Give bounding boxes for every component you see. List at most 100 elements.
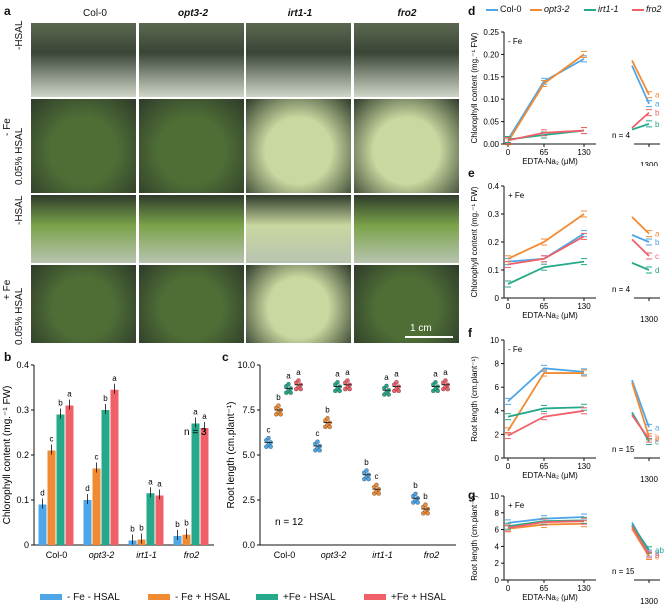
x-axis-title: EDTA-Na₂ (μM) <box>522 593 578 602</box>
significance-letter: b <box>364 458 369 467</box>
significance-letter: d <box>85 484 89 493</box>
bar <box>182 534 191 545</box>
x-tick-label: 1300 <box>640 597 658 606</box>
x-tick-label: irt1-1 <box>372 550 393 560</box>
data-point <box>315 439 320 444</box>
chart-subtitle: + Fe <box>508 191 525 200</box>
significance-letter: a <box>335 370 340 379</box>
significance-letter: ab <box>655 546 664 555</box>
panel-label-f: f <box>468 326 472 340</box>
y-tick-label: 8 <box>495 360 500 369</box>
y-tick-label: 5.0 <box>242 450 255 460</box>
data-point <box>443 378 448 383</box>
legend-item: - Fe - HSAL <box>40 592 120 603</box>
y-tick-label: 10 <box>490 492 499 501</box>
y-tick-label: 0.3 <box>16 405 29 415</box>
significance-letter: a <box>157 480 162 489</box>
significance-letter: c <box>267 425 271 434</box>
significance-letter: b <box>655 120 660 129</box>
significance-letter: c <box>50 435 54 444</box>
data-point <box>278 412 283 417</box>
y-tick-label: 0.05 <box>483 118 499 127</box>
sample-size-note: n = 12 <box>275 517 304 528</box>
chart-f-root-minus-fe: 0 2 4 6 8 10 0 65 130 1300 EDTA-Na₂ (μM) - Fe Root l… <box>470 336 660 484</box>
row-label-1: -HSAL <box>14 20 25 50</box>
significance-letter: a <box>296 368 301 377</box>
x-tick-label: 130 <box>577 462 591 471</box>
data-point <box>425 511 430 516</box>
data-point <box>413 491 418 497</box>
y-tick-label: 0.10 <box>483 95 499 104</box>
chart-subtitle: + Fe <box>508 501 525 510</box>
series-line-right <box>631 216 650 235</box>
data-point <box>396 388 401 394</box>
bar <box>65 405 74 545</box>
x-tick-label: 1300 <box>640 315 658 322</box>
x-tick-label: fro2 <box>184 550 200 560</box>
line-legend-item: irt1-1 <box>584 4 619 14</box>
x-tick-label: 1300 <box>640 161 658 166</box>
sample-size-note: n = 4 <box>612 131 631 140</box>
significance-letter: b <box>184 519 189 528</box>
significance-letter: a <box>384 373 389 382</box>
bar <box>110 389 119 545</box>
series-line <box>507 260 585 285</box>
treatment-legend: - Fe - HSAL - Fe + HSAL +Fe - HSAL +Fe + HS… <box>40 590 470 608</box>
y-tick-label: 10 <box>490 336 499 345</box>
genotype-opt3: opt3-2 <box>178 8 208 19</box>
seedling-photo-r1-c1 <box>138 99 244 193</box>
sample-size-note: n = 15 <box>612 445 635 454</box>
data-point <box>374 482 379 488</box>
x-tick-label: 130 <box>577 148 591 157</box>
line-legend-label: opt3-2 <box>544 4 570 14</box>
x-tick-label: 65 <box>540 462 549 471</box>
significance-letter: c <box>655 552 659 561</box>
panel-label-g: g <box>468 488 476 502</box>
x-axis-title: EDTA-Na₂ (μM) <box>522 311 578 320</box>
bar <box>191 423 200 545</box>
seedling-photo-r3-c1 <box>138 265 244 343</box>
seedling-photo-r2-c2 <box>246 195 351 263</box>
row-label-3: -HSAL <box>14 195 25 225</box>
series-line-right <box>631 382 650 438</box>
y-tick-label: 2 <box>495 559 500 568</box>
y-tick-label: 0.4 <box>16 360 29 370</box>
bar <box>92 468 101 545</box>
data-point <box>266 435 271 441</box>
seedling-photo-r2-c0 <box>31 195 136 263</box>
x-tick-label: 65 <box>540 302 549 311</box>
significance-letter: a <box>394 370 399 379</box>
y-tick-label: 0.1 <box>16 495 29 505</box>
line-legend-swatch <box>530 8 542 11</box>
series-line-right <box>631 379 650 428</box>
sample-size-note: n = 3 <box>184 427 207 438</box>
seedling-photo-r0-c2 <box>246 23 351 97</box>
data-point <box>337 388 342 394</box>
y-tick-label: 7.5 <box>242 405 255 415</box>
line-legend-swatch <box>486 8 498 11</box>
legend-label: - Fe + HSAL <box>175 592 231 603</box>
y-tick-label: 4 <box>495 542 500 551</box>
series-line <box>507 235 585 266</box>
series-line <box>507 129 585 142</box>
line-legend-label: irt1-1 <box>598 4 619 14</box>
series-line-right <box>631 524 650 551</box>
chart-subtitle: - Fe <box>508 345 523 354</box>
significance-letter: a <box>443 368 448 377</box>
series-line-right <box>631 60 650 96</box>
significance-letter: a <box>202 412 207 421</box>
y-tick-label: 10.0 <box>237 360 255 370</box>
significance-letter: d <box>655 266 659 275</box>
y-tick-label: 6 <box>495 383 500 392</box>
significance-letter: c <box>655 435 659 444</box>
bar <box>155 495 164 545</box>
series-line-right <box>631 525 650 556</box>
seedling-photo-r1-c0 <box>31 99 136 193</box>
significance-letter: a <box>655 100 660 109</box>
chart-d-chlorophyll-minus-fe: 0.00 0.05 0.10 0.15 0.20 0.25 0 65 130 1300 EDTA-N… <box>470 28 660 166</box>
chart-subtitle: - Fe <box>508 37 523 46</box>
y-tick-label: 0 <box>495 454 500 463</box>
y-tick-label: 0 <box>24 540 29 550</box>
data-point <box>364 468 369 473</box>
seedling-photo-r0-c0 <box>31 23 136 97</box>
